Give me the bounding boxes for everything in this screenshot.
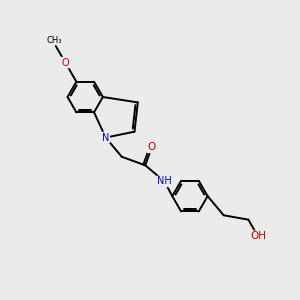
Text: N: N xyxy=(102,133,109,142)
Text: CH₃: CH₃ xyxy=(46,35,62,44)
Text: OH: OH xyxy=(250,231,266,241)
Text: O: O xyxy=(148,142,156,152)
Text: O: O xyxy=(61,58,69,68)
Text: NH: NH xyxy=(157,176,172,186)
